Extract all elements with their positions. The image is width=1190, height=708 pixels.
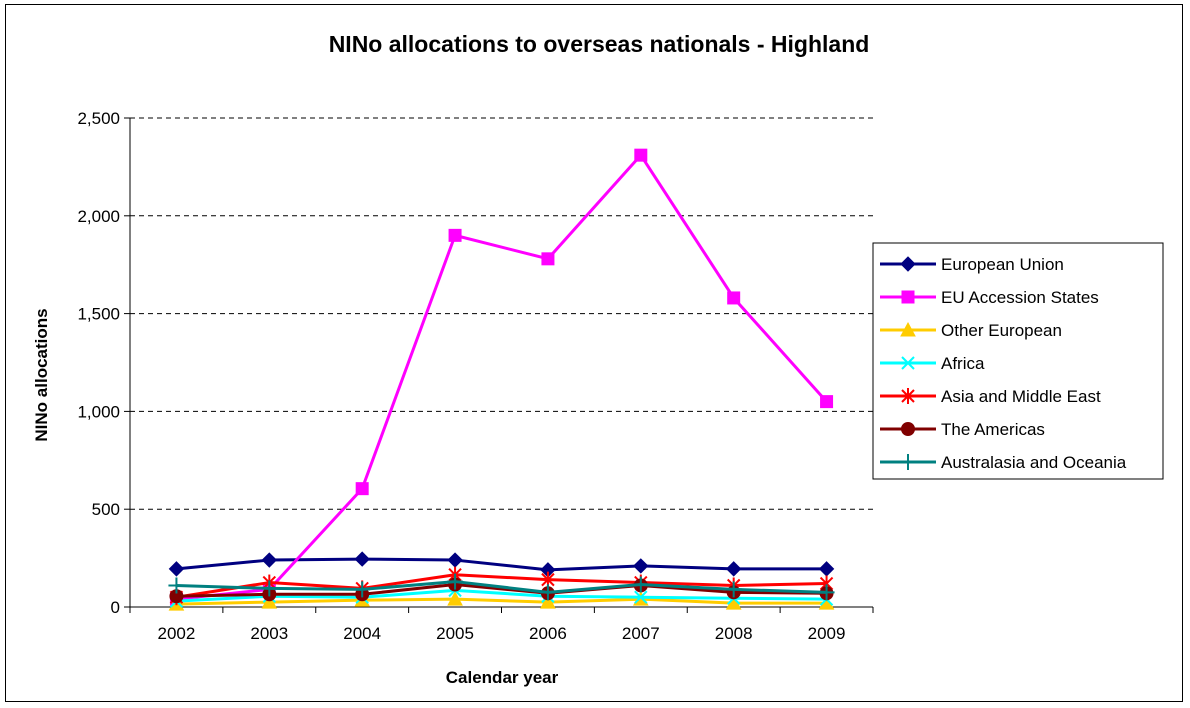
data-point bbox=[818, 584, 835, 601]
legend-label: European Union bbox=[941, 255, 1064, 274]
y-tick-label: 500 bbox=[92, 500, 120, 519]
series-the-americas bbox=[169, 577, 834, 604]
x-tick-label: 2007 bbox=[622, 624, 660, 643]
series-line bbox=[176, 597, 827, 606]
legend-marker bbox=[901, 388, 915, 404]
data-point bbox=[447, 573, 464, 590]
x-tick-label: 2006 bbox=[529, 624, 567, 643]
legend-item: European Union bbox=[880, 255, 1064, 274]
series-line bbox=[176, 557, 827, 572]
series-line bbox=[176, 580, 827, 594]
x-axis-ticks: 2002 2003 2004 2005 2006 2007 2008 2009 bbox=[129, 607, 874, 643]
data-point bbox=[632, 576, 649, 593]
y-tick-label: 1,000 bbox=[77, 402, 120, 421]
series-lines bbox=[168, 148, 835, 611]
y-axis-ticks: 0 500 1,000 1,500 2,000 2,500 bbox=[77, 109, 130, 617]
series-european-union bbox=[168, 551, 835, 578]
data-point bbox=[725, 581, 742, 598]
series-eu-accession-states bbox=[169, 148, 834, 606]
legend-marker bbox=[900, 454, 916, 470]
x-tick-label: 2004 bbox=[343, 624, 381, 643]
x-tick-label: 2003 bbox=[250, 624, 288, 643]
legend-item: Other European bbox=[880, 321, 1062, 340]
chart-title: NINo allocations to overseas nationals -… bbox=[329, 31, 870, 57]
data-point bbox=[261, 552, 278, 568]
legend-label: Africa bbox=[941, 354, 985, 373]
series-line bbox=[176, 573, 827, 599]
legend-marker bbox=[901, 356, 915, 370]
legend-item: EU Accession States bbox=[880, 288, 1099, 307]
legend-item: Australasia and Oceania bbox=[880, 453, 1127, 472]
series-line bbox=[176, 583, 827, 598]
x-tick-label: 2002 bbox=[158, 624, 196, 643]
data-point bbox=[354, 581, 371, 598]
data-point bbox=[541, 252, 555, 266]
data-point bbox=[168, 577, 185, 594]
legend-marker bbox=[900, 256, 916, 272]
data-point bbox=[354, 551, 370, 567]
legend-item: Asia and Middle East bbox=[880, 387, 1101, 406]
legend-marker bbox=[901, 290, 915, 304]
data-point bbox=[634, 148, 648, 162]
data-point bbox=[261, 594, 278, 609]
legend-item: The Americas bbox=[880, 420, 1045, 439]
data-point bbox=[818, 561, 835, 577]
x-tick-label: 2009 bbox=[808, 624, 846, 643]
x-tick-label: 2005 bbox=[436, 624, 474, 643]
y-tick-label: 2,000 bbox=[77, 207, 120, 226]
legend-item: Africa bbox=[880, 354, 985, 373]
legend-label: Asia and Middle East bbox=[941, 387, 1101, 406]
data-point bbox=[727, 291, 741, 305]
data-point bbox=[633, 558, 649, 574]
data-point bbox=[261, 580, 278, 597]
data-point bbox=[540, 594, 556, 609]
legend-label: Other European bbox=[941, 321, 1062, 340]
legend-box bbox=[872, 242, 1164, 480]
data-point bbox=[539, 584, 556, 601]
y-tick-label: 1,500 bbox=[77, 305, 120, 324]
series-line bbox=[176, 153, 828, 601]
legend-marker bbox=[901, 422, 915, 436]
series-australasia-and-oceania bbox=[168, 573, 835, 601]
legend: European Union EU Accession States Other E… bbox=[872, 242, 1164, 480]
data-point bbox=[447, 591, 463, 606]
y-axis-title: NINo allocations bbox=[32, 308, 51, 441]
x-tick-label: 2008 bbox=[715, 624, 753, 643]
data-point bbox=[447, 552, 463, 568]
legend-marker bbox=[900, 321, 916, 337]
legend-label: The Americas bbox=[941, 420, 1045, 439]
data-point bbox=[820, 395, 834, 409]
data-point bbox=[725, 561, 742, 577]
data-point bbox=[448, 228, 462, 242]
y-tick-label: 2,500 bbox=[77, 109, 120, 128]
data-point bbox=[355, 482, 369, 496]
gridlines bbox=[130, 117, 873, 510]
x-axis-title: Calendar year bbox=[446, 668, 559, 687]
y-tick-label: 0 bbox=[111, 598, 120, 617]
data-point bbox=[168, 561, 185, 577]
legend-label: EU Accession States bbox=[941, 288, 1099, 307]
legend-label: Australasia and Oceania bbox=[941, 453, 1127, 472]
data-point bbox=[634, 590, 648, 604]
series-line bbox=[176, 588, 827, 603]
